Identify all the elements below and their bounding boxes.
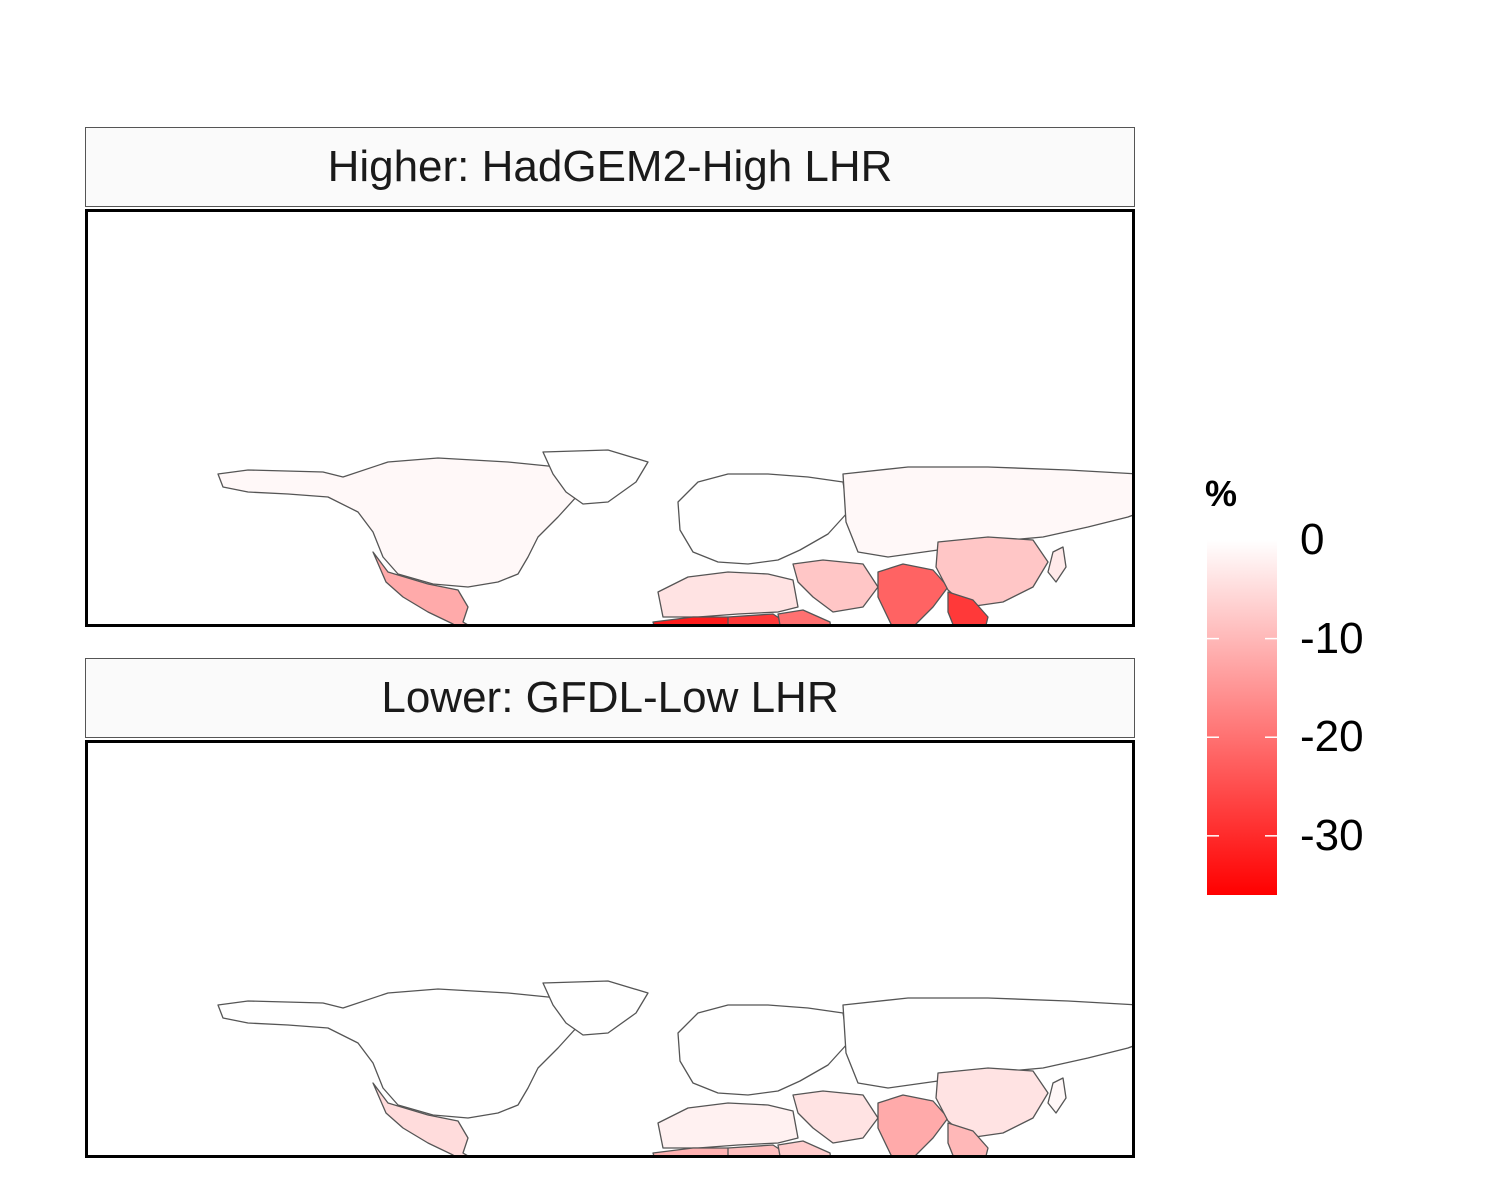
region-north-america xyxy=(217,457,589,588)
facet-title-higher: Higher: HadGEM2-High LHR xyxy=(327,142,893,191)
region-sahara xyxy=(657,571,799,618)
region-china xyxy=(935,536,1049,608)
region-west-africa xyxy=(652,1147,731,1155)
region-japan xyxy=(1047,1077,1067,1114)
region-south-asia xyxy=(877,1094,949,1155)
region-greenland xyxy=(542,449,649,505)
region-central-america-and-caribbean xyxy=(372,1082,469,1155)
facet-strip-higher: Higher: HadGEM2-High LHR xyxy=(85,127,1135,207)
legend-title: % xyxy=(1205,473,1238,514)
region-china xyxy=(935,1067,1049,1139)
region-middle-east xyxy=(792,559,879,613)
region-russia-and-central-asia xyxy=(842,997,1132,1089)
region-greenland xyxy=(542,980,649,1036)
region-southeast-asia xyxy=(947,591,989,624)
region-middle-east xyxy=(792,1090,879,1144)
region-east-africa xyxy=(777,609,831,624)
legend-tick-label: -30 xyxy=(1300,810,1364,860)
map-panel-lower xyxy=(85,740,1135,1158)
map-panel-higher xyxy=(85,209,1135,627)
region-south-asia xyxy=(877,563,949,624)
legend-tick-label: -10 xyxy=(1300,613,1364,663)
region-europe xyxy=(677,1004,849,1096)
legend-colorbar xyxy=(1207,540,1277,895)
legend-tick-label: -20 xyxy=(1300,712,1364,762)
region-sahara xyxy=(657,1102,799,1149)
region-japan xyxy=(1047,546,1067,583)
legend-gradient xyxy=(1207,540,1277,895)
facet-title-lower: Lower: GFDL-Low LHR xyxy=(381,673,839,722)
world-map-lower xyxy=(217,980,1132,1155)
region-central-america-and-caribbean xyxy=(372,551,469,624)
facet-strip-lower: Lower: GFDL-Low LHR xyxy=(85,658,1135,738)
world-map-higher xyxy=(217,449,1132,624)
legend-tick-label: 0 xyxy=(1300,515,1325,564)
region-southeast-asia xyxy=(947,1122,989,1155)
region-north-america xyxy=(217,988,589,1119)
region-europe xyxy=(677,473,849,565)
region-russia-and-central-asia xyxy=(842,466,1132,558)
region-west-africa xyxy=(652,616,731,624)
region-east-africa xyxy=(777,1140,831,1155)
